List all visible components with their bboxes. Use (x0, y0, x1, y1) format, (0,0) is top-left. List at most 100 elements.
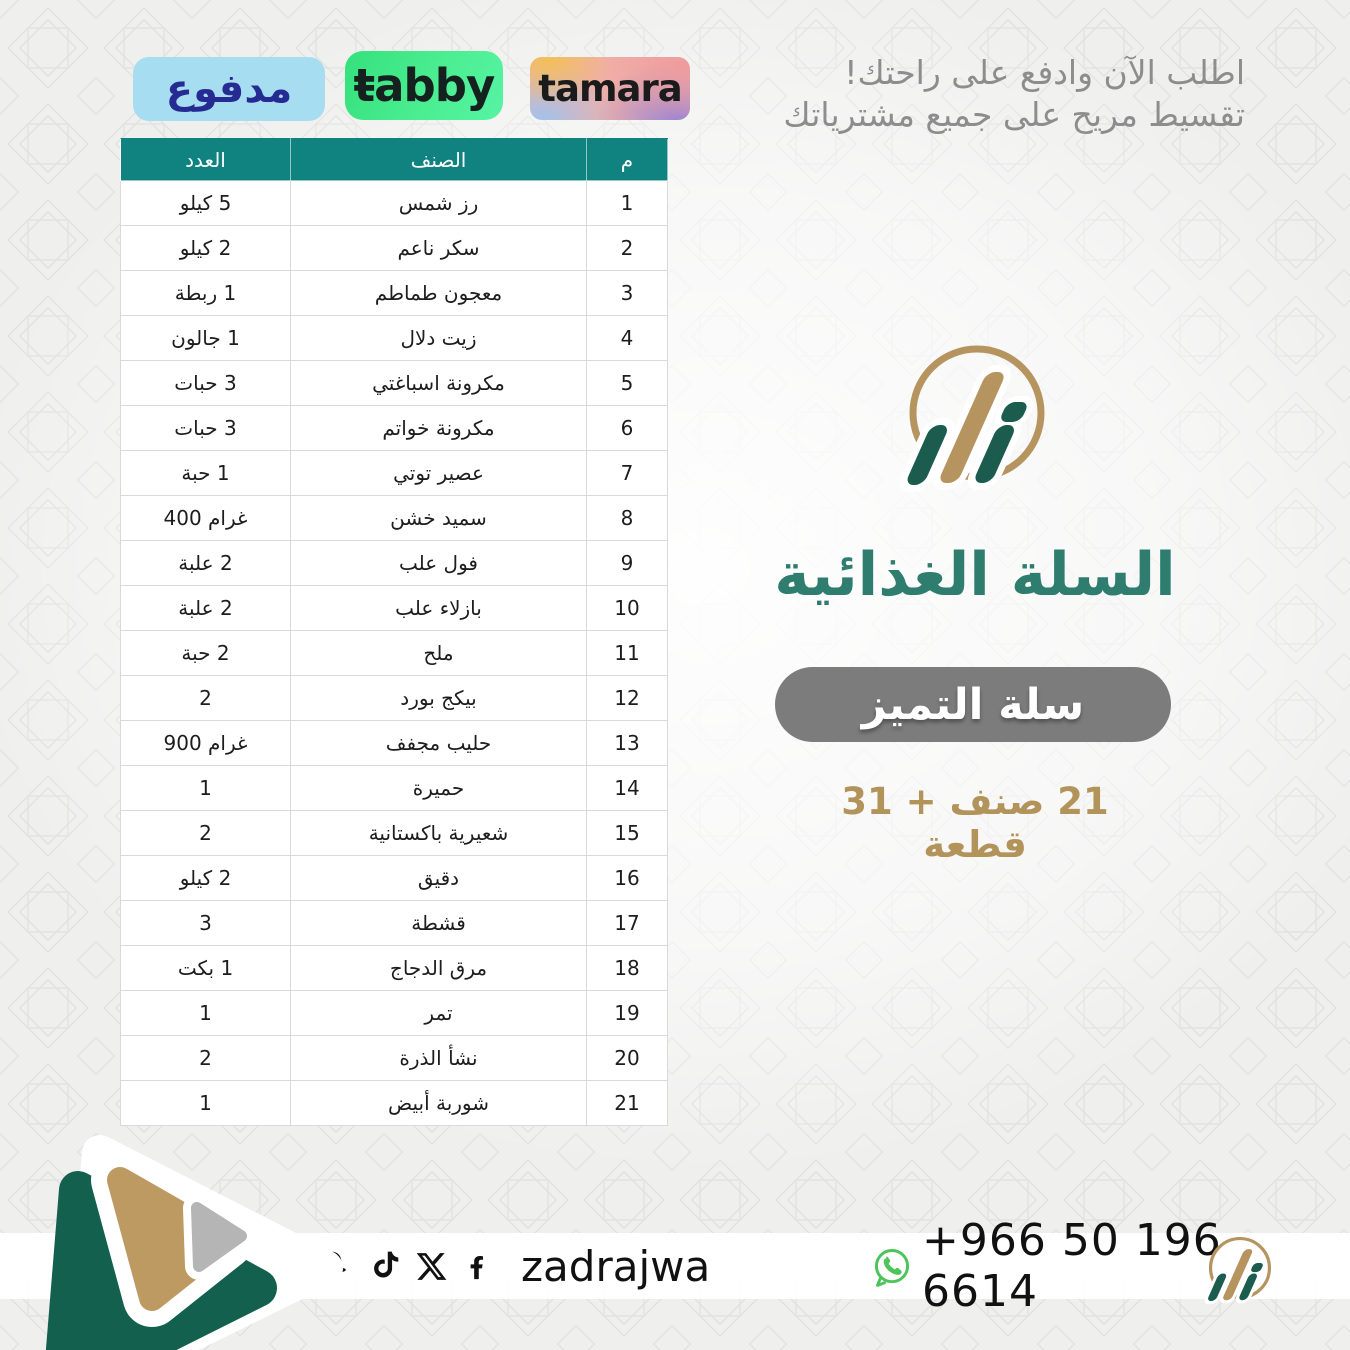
cell-item: معجون طماطم (290, 270, 587, 316)
table-row: 17 قشطة 3 (120, 900, 668, 946)
promo-line-1: اطلب الآن وادفع على راحتك! (844, 53, 1245, 92)
cell-item: حميرة (290, 765, 587, 811)
cell-num: 17 (586, 900, 668, 946)
table-row: 8 سميد خشن 400 غرام (120, 495, 668, 541)
brand-logo-footer (1194, 1222, 1286, 1314)
table-row: 19 تمر 1 (120, 990, 668, 1036)
cell-count: 1 بكت (120, 945, 291, 991)
tier-badge: سلة التميز (775, 667, 1171, 742)
table-row: 14 حميرة 1 (120, 765, 668, 811)
tamara-logo: tamara (530, 57, 690, 120)
phone-number: +966 50 196 6614 (922, 1215, 1222, 1317)
cell-count: 2 علبة (120, 585, 291, 631)
cell-count: 2 حبة (120, 630, 291, 676)
table-row: 4 زيت دلال 1 جالون (120, 315, 668, 361)
table-row: 9 فول علب 2 علبة (120, 540, 668, 586)
table-row: 3 معجون طماطم 1 ربطة (120, 270, 668, 316)
cell-item: فول علب (290, 540, 587, 586)
cell-count: 2 علبة (120, 540, 291, 586)
cell-num: 12 (586, 675, 668, 721)
cell-count: 2 (120, 810, 291, 856)
cell-num: 20 (586, 1035, 668, 1081)
cell-count: 3 حبات (120, 405, 291, 451)
table-row: 18 مرق الدجاج 1 بكت (120, 945, 668, 991)
cell-count: 2 (120, 1035, 291, 1081)
header-count: العدد (120, 138, 291, 181)
cell-count: 2 (120, 675, 291, 721)
items-table-body: 1 رز شمس 5 كيلو 2 سكر ناعم 2 كيلو 3 معجون طماطم… (120, 180, 668, 1126)
items-table: م الصنف العدد 1 رز شمس 5 كيلو 2 سكر ناعم 2 كي… (120, 138, 668, 1126)
cell-num: 11 (586, 630, 668, 676)
tiktok-icon (374, 1251, 399, 1278)
cell-count: 1 (120, 765, 291, 811)
cell-count: 5 كيلو (120, 180, 291, 226)
cell-num: 7 (586, 450, 668, 496)
cell-num: 21 (586, 1080, 668, 1126)
social-handle: zadrajwa (521, 1241, 711, 1291)
cell-num: 10 (586, 585, 668, 631)
cell-count: 1 جالون (120, 315, 291, 361)
cell-num: 3 (586, 270, 668, 316)
table-row: 15 شعيرية باكستانية 2 (120, 810, 668, 856)
cell-num: 13 (586, 720, 668, 766)
cell-num: 1 (586, 180, 668, 226)
items-count: 21 صنف + 31 قطعة (841, 780, 1109, 866)
table-row: 10 بازلاء علب 2 علبة (120, 585, 668, 631)
table-row: 16 دقيق 2 كيلو (120, 855, 668, 901)
table-row: 11 ملح 2 حبة (120, 630, 668, 676)
cell-item: بازلاء علب (290, 585, 587, 631)
cell-count: 2 كيلو (120, 855, 291, 901)
cell-num: 19 (586, 990, 668, 1036)
cell-num: 5 (586, 360, 668, 406)
cell-num: 16 (586, 855, 668, 901)
corner-decoration (45, 1135, 343, 1350)
table-row: 12 بيكج بورد 2 (120, 675, 668, 721)
cell-item: مكرونة خواتم (290, 405, 587, 451)
cell-item: سميد خشن (290, 495, 587, 541)
cell-item: مكرونة اسباغتي (290, 360, 587, 406)
cell-count: 1 حبة (120, 450, 291, 496)
cell-count: 1 ربطة (120, 270, 291, 316)
cell-count: 2 كيلو (120, 225, 291, 271)
cell-num: 8 (586, 495, 668, 541)
cell-item: شعيرية باكستانية (290, 810, 587, 856)
cell-num: 18 (586, 945, 668, 991)
table-row: 6 مكرونة خواتم 3 حبات (120, 405, 668, 451)
cell-count: 400 غرام (120, 495, 291, 541)
cell-count: 900 غرام (120, 720, 291, 766)
cell-item: ملح (290, 630, 587, 676)
cell-item: تمر (290, 990, 587, 1036)
cell-item: مرق الدجاج (290, 945, 587, 991)
table-row: 2 سكر ناعم 2 كيلو (120, 225, 668, 271)
table-row: 20 نشأ الذرة 2 (120, 1035, 668, 1081)
cell-num: 4 (586, 315, 668, 361)
cell-count: 3 حبات (120, 360, 291, 406)
cell-num: 6 (586, 405, 668, 451)
facebook-icon (470, 1255, 484, 1280)
cell-num: 2 (586, 225, 668, 271)
tamara-logo-label: tamara (538, 67, 682, 110)
cell-item: دقيق (290, 855, 587, 901)
tabby-logo-label: ŧabby (353, 59, 496, 112)
brand-logo-main (877, 313, 1077, 513)
cell-item: شوربة أبيض (290, 1080, 587, 1126)
cell-count: 1 (120, 1080, 291, 1126)
table-row: 5 مكرونة اسباغتي 3 حبات (120, 360, 668, 406)
table-row: 7 عصير توتي 1 حبة (120, 450, 668, 496)
madfu-logo: مدفوع (133, 57, 325, 121)
page-title: السلة الغذائية (774, 540, 1176, 610)
cell-item: بيكج بورد (290, 675, 587, 721)
cell-item: سكر ناعم (290, 225, 587, 271)
cell-item: قشطة (290, 900, 587, 946)
table-row: 21 شوربة أبيض 1 (120, 1080, 668, 1126)
header-item: الصنف (290, 138, 587, 181)
promo-line-2: تقسيط مريح على جميع مشترياتك (783, 95, 1245, 134)
madfu-logo-label: مدفوع (165, 66, 293, 112)
cell-item: رز شمس (290, 180, 587, 226)
table-row: 13 حليب مجفف 900 غرام (120, 720, 668, 766)
header-num: م (586, 138, 668, 181)
cell-item: زيت دلال (290, 315, 587, 361)
cell-item: نشأ الذرة (290, 1035, 587, 1081)
cell-num: 15 (586, 810, 668, 856)
